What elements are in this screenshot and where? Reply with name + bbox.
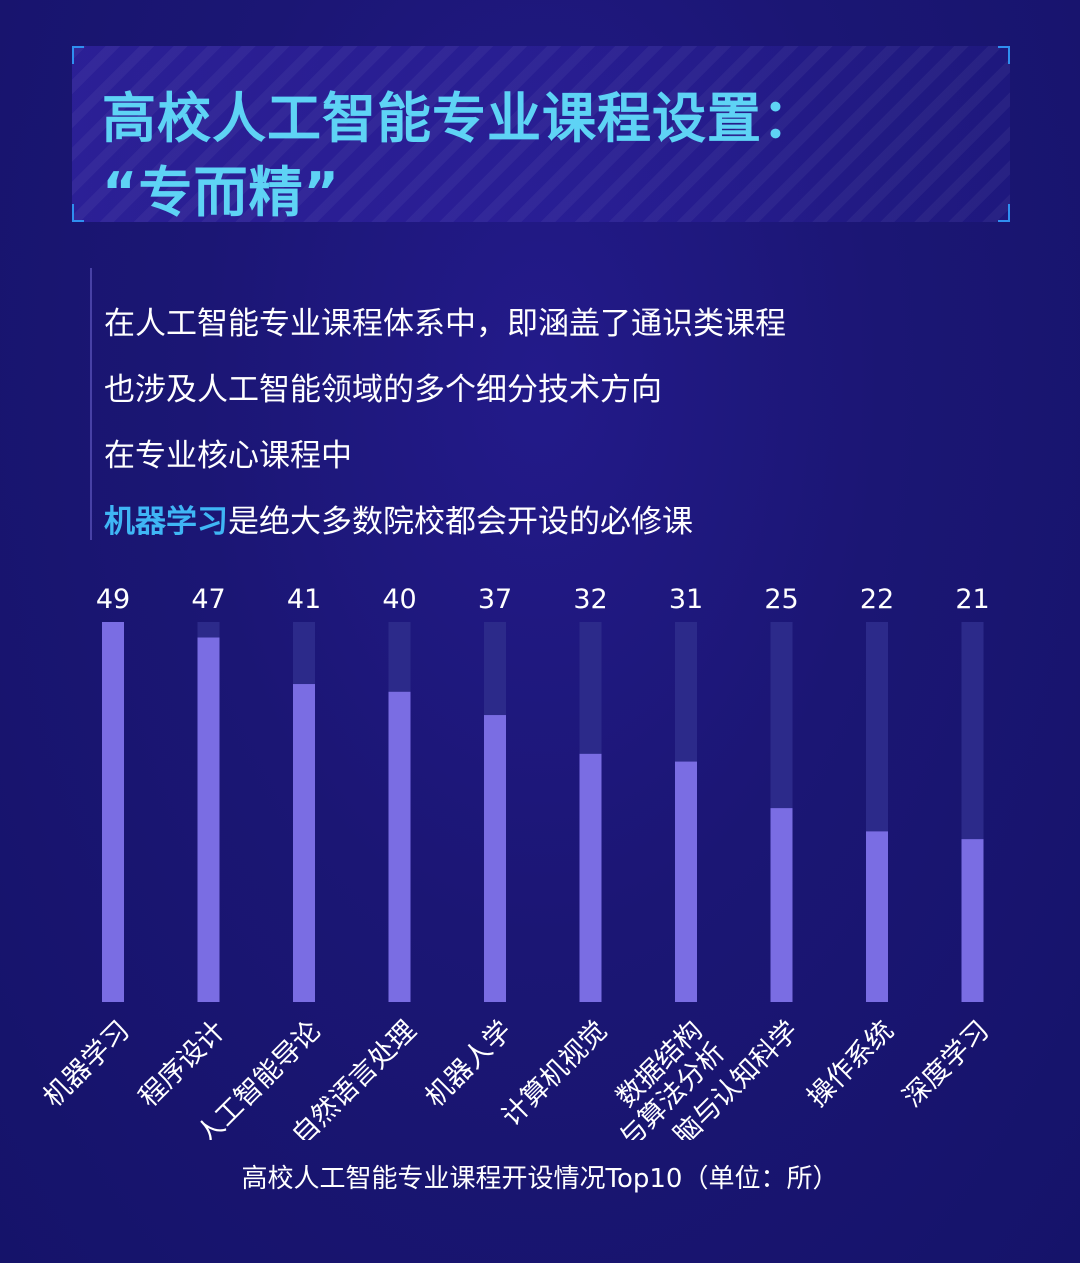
category-label: 机器学习 (38, 1015, 136, 1113)
corner-bracket-icon (72, 46, 84, 64)
intro-line-2: 也涉及人工智能领域的多个细分技术方向 (104, 372, 662, 408)
intro-line-4-rest: 是绝大多数院校都会开设的必修课 (228, 504, 693, 540)
bar (293, 684, 315, 1002)
bar-value-label: 47 (191, 584, 225, 615)
category-label: 程序设计 (133, 1015, 231, 1113)
intro-line-4: 机器学习是绝大多数院校都会开设的必修课 (104, 496, 693, 541)
bar-value-label: 41 (287, 584, 321, 615)
bar (675, 761, 697, 1002)
bar-value-label: 40 (382, 584, 416, 615)
intro-line-1: 在人工智能专业课程体系中，即涵盖了通识类课程 (104, 306, 786, 342)
bar-value-label: 22 (860, 584, 894, 615)
page-title: 高校人工智能专业课程设置： (102, 87, 817, 150)
bar-value-label: 25 (764, 584, 798, 615)
category-label: 计算机视觉 (496, 1015, 613, 1132)
bar-chart: 49机器学习47程序设计41人工智能导论40自然语言处理37机器人学32计算机视… (38, 584, 996, 1140)
highlight-text: 机器学习 (104, 504, 228, 540)
chart-caption: 高校人工智能专业课程开设情况Top10（单位：所） (241, 1164, 839, 1194)
corner-bracket-icon (998, 204, 1010, 222)
bar-value-label: 37 (478, 584, 512, 615)
bar-value-label: 21 (955, 584, 989, 615)
corner-bracket-icon (72, 204, 84, 222)
bar-value-label: 49 (96, 584, 130, 615)
bar (961, 839, 984, 1002)
page-subtitle: “专而精” (102, 161, 340, 224)
bar (579, 753, 602, 1002)
bar (102, 622, 124, 1002)
category-label: 深度学习 (897, 1015, 995, 1113)
bar-value-label: 32 (573, 584, 607, 615)
bar (770, 808, 793, 1002)
bar (197, 637, 220, 1002)
category-label: 操作系统 (802, 1015, 900, 1113)
intro-text-block: 在人工智能专业课程体系中，即涵盖了通识类课程 也涉及人工智能领域的多个细分技术方… (90, 268, 972, 540)
bar (388, 691, 411, 1002)
bar (484, 715, 506, 1002)
bar-value-label: 31 (669, 584, 703, 615)
category-label: 机器人学 (420, 1015, 518, 1113)
intro-line-3: 在专业核心课程中 (104, 438, 352, 474)
corner-bracket-icon (998, 46, 1010, 64)
bar (866, 831, 888, 1002)
title-banner: 高校人工智能专业课程设置： “专而精” (72, 46, 1010, 224)
